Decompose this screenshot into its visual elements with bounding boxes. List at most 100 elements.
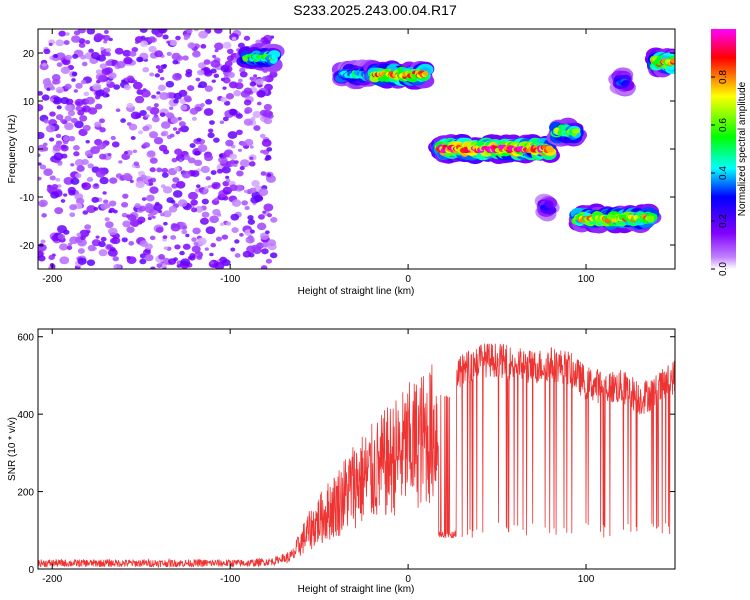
heat-cell bbox=[239, 233, 244, 237]
heat-cell bbox=[66, 245, 73, 250]
heat-cell bbox=[148, 36, 156, 43]
heat-cell bbox=[51, 74, 61, 82]
heat-cell bbox=[38, 90, 43, 96]
heat-cell bbox=[212, 208, 221, 216]
heat-cell bbox=[170, 223, 181, 232]
heat-cell bbox=[189, 43, 196, 48]
heat-cell bbox=[59, 118, 65, 123]
colorbar-tick-label: 0.6 bbox=[718, 118, 729, 132]
heat-cell bbox=[254, 194, 264, 202]
heat-cell bbox=[172, 127, 178, 131]
heat-cell bbox=[71, 78, 76, 82]
heat-cell bbox=[125, 149, 133, 156]
heat-cell bbox=[178, 121, 186, 127]
heat-cell bbox=[265, 155, 272, 161]
heat-cell bbox=[132, 81, 143, 90]
heat-cell bbox=[247, 215, 254, 221]
heat-cell bbox=[112, 209, 118, 214]
heat-cell bbox=[209, 120, 215, 125]
heat-cell bbox=[99, 167, 104, 171]
heat-cell bbox=[205, 176, 211, 181]
heat-cell bbox=[122, 172, 132, 181]
snr-background bbox=[38, 329, 675, 569]
heat-cell bbox=[159, 112, 166, 117]
heat-cell bbox=[146, 106, 153, 111]
heat-cell bbox=[40, 239, 46, 244]
heat-cell bbox=[172, 72, 182, 81]
heat-cell bbox=[107, 152, 112, 157]
heat-cell bbox=[253, 74, 258, 78]
heat-cell bbox=[168, 205, 178, 213]
heat-cell bbox=[81, 61, 88, 67]
heat-cell bbox=[196, 137, 202, 142]
spectrogram-xtick-label: 100 bbox=[578, 274, 595, 285]
heat-cell bbox=[52, 96, 63, 105]
heat-cell bbox=[81, 159, 89, 166]
heat-cell bbox=[262, 242, 269, 248]
heat-cell bbox=[252, 110, 262, 119]
heat-cell bbox=[80, 235, 86, 241]
heat-cell bbox=[100, 46, 105, 51]
heat-cell bbox=[63, 40, 70, 45]
heat-cell bbox=[204, 247, 209, 251]
heat-cell bbox=[131, 46, 139, 53]
heat-cell bbox=[60, 97, 70, 105]
heat-cell bbox=[178, 127, 184, 132]
heat-cell bbox=[260, 265, 268, 269]
heat-cell bbox=[159, 92, 169, 100]
heat-cell bbox=[253, 125, 261, 131]
heat-cell bbox=[234, 239, 240, 244]
heat-cell bbox=[231, 199, 242, 207]
heat-cell bbox=[248, 161, 256, 167]
heat-cell bbox=[127, 214, 137, 222]
snr-xlabel: Height of straight line (km) bbox=[298, 584, 415, 595]
heat-cell bbox=[234, 253, 241, 258]
heat-cell bbox=[110, 135, 116, 141]
heat-cell bbox=[53, 53, 59, 59]
heat-cell bbox=[96, 142, 106, 150]
heat-cell bbox=[200, 165, 210, 174]
heat-cell bbox=[129, 50, 137, 57]
heat-cell bbox=[75, 82, 83, 89]
heat-cell bbox=[188, 191, 199, 200]
heat-cell bbox=[153, 137, 164, 145]
heat-cell bbox=[202, 188, 208, 193]
heat-cell bbox=[199, 217, 209, 225]
heat-cell bbox=[210, 242, 217, 248]
heat-cell bbox=[97, 74, 108, 83]
heat-cell bbox=[142, 142, 151, 148]
heat-cell bbox=[38, 176, 42, 181]
heat-cell bbox=[56, 225, 67, 234]
heat-cell bbox=[126, 226, 135, 234]
heat-cell bbox=[55, 133, 62, 139]
heat-cell bbox=[103, 199, 109, 204]
heat-cell bbox=[197, 237, 207, 246]
heat-cell bbox=[123, 84, 131, 91]
heat-cell bbox=[140, 40, 148, 47]
heat-cell bbox=[230, 247, 236, 252]
heat-cell bbox=[163, 221, 168, 226]
heat-cell bbox=[86, 176, 94, 182]
heat-cell bbox=[45, 77, 51, 82]
heat-cell bbox=[266, 213, 273, 218]
heat-cell bbox=[221, 166, 231, 174]
heat-cell bbox=[185, 71, 193, 78]
heat-cell bbox=[269, 71, 278, 78]
heat-cell bbox=[207, 184, 212, 189]
heat-feature-ridge-g bbox=[644, 47, 675, 78]
heat-cell bbox=[94, 103, 103, 110]
colorbar-gradient bbox=[711, 29, 736, 269]
heat-cell bbox=[98, 249, 108, 257]
heat-cell bbox=[130, 136, 136, 141]
heat-cell bbox=[175, 154, 186, 162]
spectrogram-ytick-label: -20 bbox=[20, 241, 35, 252]
heat-cell bbox=[149, 167, 156, 173]
snr-xtick-label: 100 bbox=[578, 574, 595, 585]
heat-cell bbox=[50, 191, 60, 199]
heat-cell bbox=[151, 94, 157, 99]
heat-cell bbox=[196, 255, 203, 260]
heat-cell bbox=[103, 29, 109, 34]
heat-cell bbox=[38, 104, 44, 112]
heat-cell bbox=[191, 245, 201, 253]
heat-cell bbox=[95, 235, 100, 239]
